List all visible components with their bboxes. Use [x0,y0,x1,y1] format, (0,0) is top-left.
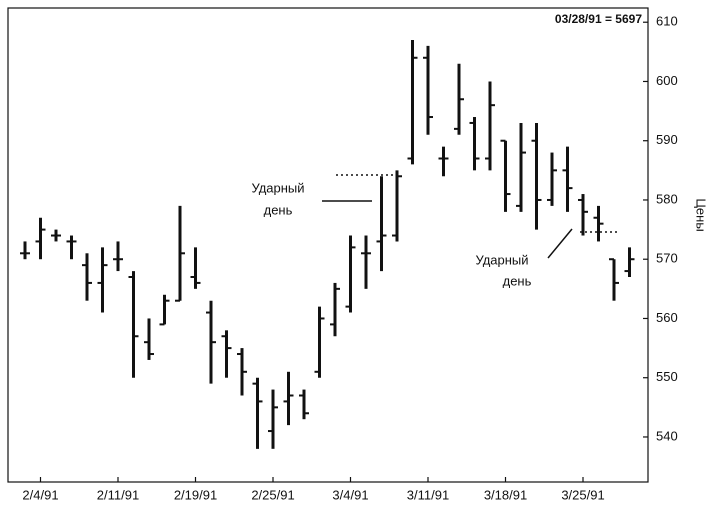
y-tick-label: 550 [656,369,678,384]
x-tick-label: 3/4/91 [332,487,368,502]
y-tick-label: 570 [656,251,678,266]
x-tick-label: 3/25/91 [561,487,604,502]
x-tick-label: 2/19/91 [174,487,217,502]
pointer [547,228,573,259]
plot-frame [7,7,649,483]
y-tick-label: 580 [656,191,678,206]
x-tick-label: 2/25/91 [251,487,294,502]
x-tick-label: 3/11/91 [407,487,449,502]
y-tick-label: 540 [656,428,678,443]
annotation: день [264,202,293,217]
y-tick-label: 600 [656,73,678,88]
x-tick-label: 2/4/91 [22,487,58,502]
annotation: Ударный [251,180,304,195]
annotation: Ударный [475,252,528,267]
y-tick-label: 560 [656,310,678,325]
y-axis-label: Цены [694,198,709,231]
annotation: день [503,273,532,288]
y-tick-label: 590 [656,132,678,147]
x-tick-label: 2/11/91 [97,487,139,502]
note-top: 03/28/91 = 5697 [555,12,642,26]
x-tick-label: 3/18/91 [484,487,527,502]
y-tick-label: 610 [656,14,678,29]
